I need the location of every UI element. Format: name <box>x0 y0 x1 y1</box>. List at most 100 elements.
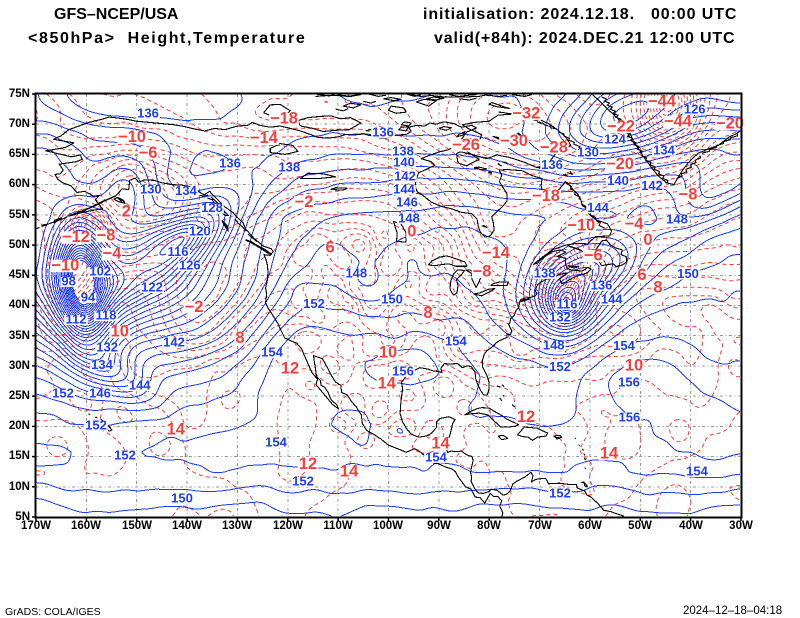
svg-text:−20: −20 <box>716 115 744 133</box>
svg-text:−26: −26 <box>452 136 480 154</box>
svg-text:156: 156 <box>618 375 640 390</box>
svg-text:14: 14 <box>340 463 359 481</box>
svg-text:154: 154 <box>445 334 467 349</box>
svg-text:−10: −10 <box>567 217 595 235</box>
svg-text:12: 12 <box>299 455 317 473</box>
svg-text:8: 8 <box>235 329 244 347</box>
svg-text:144: 144 <box>129 378 151 393</box>
svg-text:94: 94 <box>81 290 96 305</box>
svg-text:146: 146 <box>396 195 418 210</box>
svg-text:102: 102 <box>89 264 111 279</box>
svg-text:138: 138 <box>278 160 300 175</box>
svg-text:138: 138 <box>534 266 556 281</box>
svg-text:124: 124 <box>604 132 626 147</box>
svg-text:146: 146 <box>89 385 111 400</box>
svg-text:−2: −2 <box>295 193 314 211</box>
svg-text:152: 152 <box>52 386 74 401</box>
svg-text:134: 134 <box>91 357 113 372</box>
svg-text:144: 144 <box>587 200 609 215</box>
svg-text:12: 12 <box>517 408 535 426</box>
svg-text:−8: −8 <box>679 186 698 204</box>
svg-text:136: 136 <box>137 106 159 121</box>
svg-text:152: 152 <box>303 296 325 311</box>
svg-text:−18: −18 <box>270 110 298 128</box>
svg-text:150: 150 <box>381 292 403 307</box>
svg-text:14: 14 <box>378 375 397 393</box>
svg-text:130: 130 <box>577 145 599 160</box>
svg-text:−10: −10 <box>118 128 146 146</box>
svg-text:8: 8 <box>423 304 432 322</box>
svg-text:−6: −6 <box>139 144 158 162</box>
svg-text:−10: −10 <box>51 257 79 275</box>
svg-text:0: 0 <box>407 223 416 241</box>
svg-text:−6: −6 <box>584 247 603 265</box>
svg-text:12: 12 <box>281 359 299 377</box>
svg-text:120: 120 <box>189 224 211 239</box>
svg-text:6: 6 <box>326 239 335 257</box>
svg-text:−2: −2 <box>185 298 204 316</box>
svg-text:126: 126 <box>684 102 706 117</box>
svg-text:98: 98 <box>61 274 75 289</box>
svg-text:122: 122 <box>141 280 163 295</box>
svg-text:118: 118 <box>96 308 117 323</box>
svg-text:−32: −32 <box>512 105 540 123</box>
svg-text:10: 10 <box>625 357 643 375</box>
svg-text:134: 134 <box>653 142 675 157</box>
svg-text:−20: −20 <box>606 155 634 173</box>
svg-text:132: 132 <box>549 309 571 324</box>
svg-text:−8: −8 <box>473 263 492 281</box>
svg-text:2: 2 <box>122 203 131 221</box>
svg-text:−12: −12 <box>62 228 90 246</box>
svg-text:14: 14 <box>167 421 186 439</box>
svg-text:116: 116 <box>168 244 189 259</box>
svg-text:152: 152 <box>549 486 571 501</box>
svg-text:148: 148 <box>398 211 420 226</box>
svg-text:136: 136 <box>219 156 241 171</box>
svg-text:152: 152 <box>549 359 571 374</box>
svg-text:144: 144 <box>601 292 623 307</box>
svg-text:150: 150 <box>171 491 193 506</box>
svg-text:136: 136 <box>591 278 613 293</box>
svg-text:134: 134 <box>175 183 197 198</box>
svg-text:−4: −4 <box>103 245 123 263</box>
svg-text:154: 154 <box>261 345 283 360</box>
svg-text:152: 152 <box>292 474 314 489</box>
svg-text:150: 150 <box>677 266 699 281</box>
svg-text:116: 116 <box>557 297 578 312</box>
svg-text:10: 10 <box>379 344 397 362</box>
svg-text:152: 152 <box>85 417 107 432</box>
svg-text:−18: −18 <box>532 187 560 205</box>
svg-text:−14: −14 <box>250 129 279 147</box>
svg-text:−30: −30 <box>500 132 528 150</box>
svg-text:126: 126 <box>179 258 201 273</box>
svg-text:138: 138 <box>392 144 414 159</box>
svg-text:132: 132 <box>96 340 118 355</box>
svg-text:128: 128 <box>201 200 223 215</box>
svg-text:0: 0 <box>643 231 652 249</box>
svg-text:−4: −4 <box>625 215 645 233</box>
svg-text:140: 140 <box>393 155 415 170</box>
svg-text:−44: −44 <box>664 113 693 131</box>
svg-text:154: 154 <box>686 464 708 479</box>
svg-text:148: 148 <box>666 212 688 227</box>
svg-text:142: 142 <box>641 178 663 193</box>
svg-text:144: 144 <box>393 182 415 197</box>
svg-text:10: 10 <box>111 323 129 341</box>
svg-text:−44: −44 <box>648 93 677 111</box>
svg-text:154: 154 <box>425 450 447 465</box>
svg-text:136: 136 <box>372 125 394 140</box>
svg-text:14: 14 <box>600 445 619 463</box>
svg-text:148: 148 <box>543 338 565 353</box>
svg-text:142: 142 <box>163 335 185 350</box>
svg-text:−22: −22 <box>607 118 635 136</box>
svg-text:−14: −14 <box>482 244 511 262</box>
svg-text:14: 14 <box>431 435 450 453</box>
svg-text:142: 142 <box>394 169 416 184</box>
svg-text:8: 8 <box>653 278 662 296</box>
svg-text:154: 154 <box>613 338 635 353</box>
svg-text:154: 154 <box>265 435 287 450</box>
svg-text:156: 156 <box>619 410 641 425</box>
svg-text:136: 136 <box>541 157 563 172</box>
svg-text:−28: −28 <box>540 139 568 157</box>
svg-text:140: 140 <box>607 173 629 188</box>
